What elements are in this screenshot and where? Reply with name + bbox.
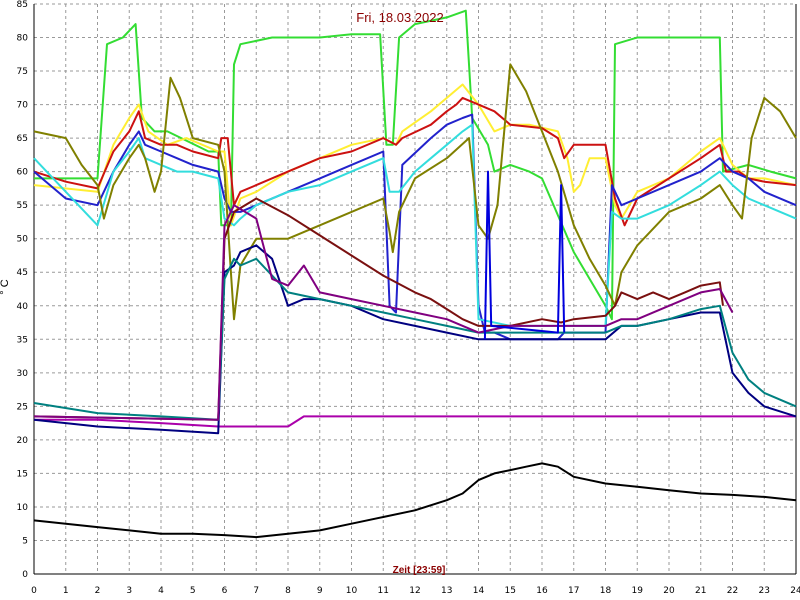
y-tick-label: 30: [17, 369, 29, 379]
x-tick-label: 6: [222, 586, 228, 596]
y-tick-label: 25: [17, 402, 28, 412]
x-tick-label: 23: [759, 586, 770, 596]
x-tick-label: 18: [600, 586, 612, 596]
series-line-1: [34, 9, 797, 321]
x-tick-label: 16: [536, 586, 548, 596]
y-tick-label: 75: [17, 67, 28, 77]
y-tick-label: 50: [17, 235, 29, 245]
y-tick-label: 55: [17, 201, 28, 211]
x-tick-label: 2: [95, 586, 101, 596]
series-line-10: [33, 244, 797, 435]
y-tick-label: 85: [17, 0, 28, 10]
y-tick-label: 80: [17, 34, 29, 44]
x-tick-label: 17: [568, 586, 579, 596]
y-tick-label: 45: [17, 268, 28, 278]
series-line-11: [33, 257, 797, 421]
y-tick-label: 65: [17, 134, 28, 144]
x-tick-label: 1: [63, 586, 69, 596]
x-tick-label: 9: [317, 586, 323, 596]
series-line-13: [483, 170, 566, 340]
series-line-7: [33, 197, 724, 421]
x-tick-label: 21: [695, 586, 706, 596]
grid-lines: [33, 3, 797, 575]
x-tick-label: 4: [158, 586, 164, 596]
series-line-3: [33, 96, 797, 227]
x-tick-label: 19: [632, 586, 644, 596]
x-axis-label: Zeit [23:59]: [393, 565, 446, 576]
series-line-12: [33, 204, 734, 421]
x-tick-label: 7: [253, 586, 259, 596]
y-tick-label: 20: [17, 436, 29, 446]
y-tick-label: 40: [17, 302, 29, 312]
x-tick-label: 5: [190, 586, 196, 596]
x-tick-label: 0: [31, 586, 37, 596]
y-axis-label: ° C: [0, 279, 11, 294]
series-line-5: [33, 123, 797, 327]
x-tick-label: 10: [346, 586, 358, 596]
x-tick-label: 14: [473, 586, 485, 596]
series-line-6: [33, 63, 797, 321]
series-lines: [33, 9, 797, 539]
chart-title: Fri, 18.03.2022: [356, 10, 443, 25]
x-tick-label: 12: [409, 586, 420, 596]
y-axis-ticks: 0 5 10 15 20 25 30 35 40 45 50 55 60 65 70 75 80 85: [17, 0, 29, 580]
x-tick-label: 24: [790, 586, 800, 596]
x-tick-label: 13: [441, 586, 452, 596]
series-line-4: [33, 113, 797, 341]
y-tick-label: 0: [22, 570, 28, 580]
y-tick-label: 5: [22, 536, 28, 546]
x-tick-label: 3: [126, 586, 132, 596]
y-tick-label: 60: [17, 168, 29, 178]
series-line-2: [33, 83, 797, 227]
y-tick-label: 10: [17, 503, 29, 513]
x-tick-label: 8: [285, 586, 291, 596]
x-axis-ticks: 0 1 2 3 4 5 6 7 8 9 10 11 12 13 14 15 16 17 18 19 20 21 22 23 24: [31, 586, 800, 596]
y-tick-label: 35: [17, 335, 28, 345]
series-line-9: [33, 462, 797, 539]
y-tick-label: 70: [17, 101, 29, 111]
x-tick-label: 20: [663, 586, 675, 596]
x-tick-label: 15: [505, 586, 516, 596]
x-tick-label: 22: [727, 586, 738, 596]
x-tick-label: 11: [378, 586, 389, 596]
y-tick-label: 15: [17, 469, 28, 479]
